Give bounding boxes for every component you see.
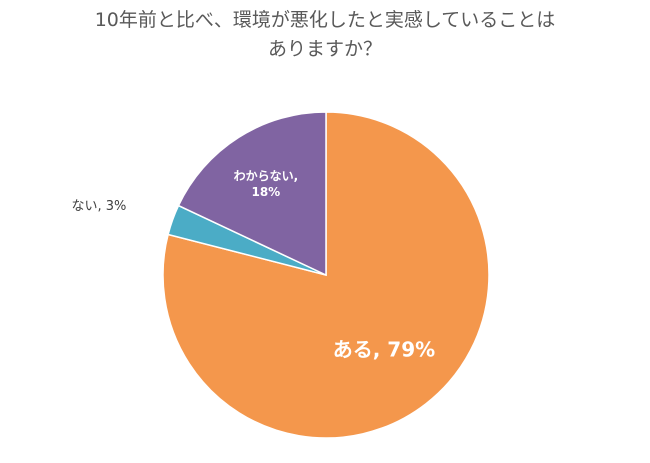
- chart-title-line-2: ありますか？: [267, 38, 382, 60]
- pie-label-1-line-0: ない, 3%: [71, 199, 126, 214]
- pie-label-2-line-0: わからない,: [234, 169, 299, 183]
- pie-slice-2: [177, 111, 327, 277]
- pie-labels: ある, 79% ない, 3% わからない, 18%: [71, 169, 435, 362]
- pie-label-0-line-0: ある, 79%: [333, 338, 435, 362]
- pie-label-2: わからない, 18%: [234, 169, 299, 199]
- chart-title-line-1: 10年前と比べ、環境が悪化したと実感していることは: [94, 9, 556, 31]
- pie-slice-0: [162, 111, 490, 439]
- pie-label-0: ある, 79%: [333, 338, 435, 362]
- pie-label-1: ない, 3%: [71, 199, 126, 214]
- chart-title: 10年前と比べ、環境が悪化したと実感していることは ありますか？: [0, 6, 650, 64]
- pie-slices: [162, 111, 490, 439]
- pie-label-2-line-1: 18%: [251, 185, 280, 199]
